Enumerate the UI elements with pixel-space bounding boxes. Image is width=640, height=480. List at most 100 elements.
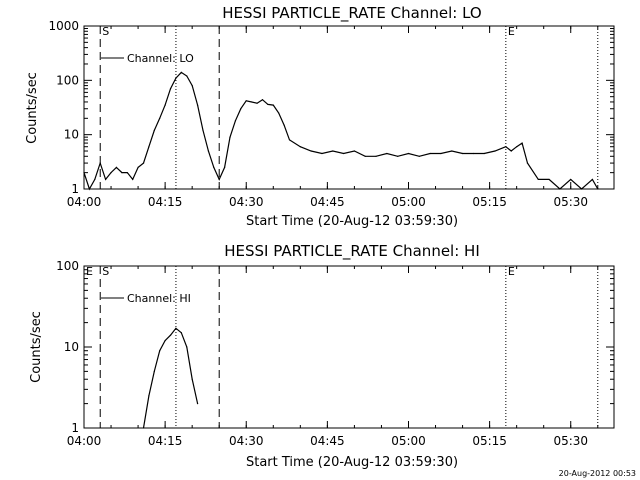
hi-y-tick-label: 100 xyxy=(56,259,79,273)
lo-data-point xyxy=(164,104,166,106)
lo-data-point xyxy=(148,146,150,148)
lo-data-point xyxy=(94,178,96,181)
lo-data-point xyxy=(132,178,134,181)
lo-marker-label: E xyxy=(508,25,515,38)
lo-data-point xyxy=(418,155,420,157)
lo-data-point xyxy=(397,155,399,157)
lo-y-axis-label: Counts/sec xyxy=(25,72,40,144)
hi-legend-label: Channel: HI xyxy=(127,292,191,305)
lo-data-point xyxy=(175,77,177,79)
lo-data-point xyxy=(353,150,356,152)
lo-data-point xyxy=(153,129,155,131)
hi-channel-panel: HESSI PARTICLE_RATE Channel: HI Start Ti… xyxy=(29,242,615,470)
hi-x-tick-label: 04:45 xyxy=(310,434,345,448)
lo-data-point xyxy=(191,84,193,87)
lo-data-point xyxy=(245,100,247,102)
lo-y-tick-label: 100 xyxy=(56,73,79,87)
hi-data-point xyxy=(186,346,188,348)
lo-data-point xyxy=(229,136,231,138)
lo-data-point xyxy=(288,139,291,141)
lo-data-point xyxy=(548,178,550,181)
hi-x-tick-label: 04:15 xyxy=(148,434,183,448)
hi-marker-label: E xyxy=(86,265,93,278)
hi-data-point xyxy=(180,332,182,334)
lo-data-point xyxy=(375,155,377,157)
hi-chart-title: HESSI PARTICLE_RATE Channel: HI xyxy=(224,242,480,261)
lo-data-point xyxy=(88,188,91,190)
lo-data-point xyxy=(99,162,101,164)
lo-x-tick-label: 04:45 xyxy=(310,195,345,209)
lo-data-point xyxy=(440,152,442,155)
lo-data-point xyxy=(283,124,285,126)
lo-x-tick-label: 04:15 xyxy=(148,195,183,209)
lo-data-point xyxy=(483,152,485,155)
lo-data-point xyxy=(251,101,253,103)
hi-x-axis-label: Start Time (20-Aug-12 03:59:30) xyxy=(246,455,458,470)
lo-data-point xyxy=(267,103,269,106)
lo-data-point xyxy=(261,99,264,101)
lo-y-tick-label: 10 xyxy=(64,128,79,142)
lo-legend-label: Channel: LO xyxy=(127,52,194,65)
lo-data-point xyxy=(494,150,496,152)
lo-x-tick-label: 05:30 xyxy=(553,195,588,209)
lo-y-tick-label: 1 xyxy=(71,182,79,196)
lo-data-point xyxy=(429,152,431,155)
lo-data-point xyxy=(516,146,518,148)
lo-data-point xyxy=(299,146,301,148)
lo-data-point xyxy=(224,166,226,168)
hi-y-axis-label: Counts/sec xyxy=(29,311,44,383)
hi-data-point xyxy=(169,334,172,336)
lo-data-point xyxy=(559,188,561,190)
lo-data-point xyxy=(180,71,182,73)
lo-data-point xyxy=(310,150,312,152)
lo-data-point xyxy=(332,150,334,152)
lo-data-point xyxy=(169,88,172,90)
lo-data-point xyxy=(121,172,123,174)
hi-y-tick-label: 10 xyxy=(64,340,79,354)
lo-data-point xyxy=(278,112,280,114)
lo-data-point xyxy=(115,166,118,168)
lo-data-point xyxy=(240,108,242,110)
hi-data-point xyxy=(148,395,150,397)
lo-x-tick-label: 04:30 xyxy=(229,195,264,209)
hi-data-point xyxy=(142,427,145,429)
lo-data-point xyxy=(537,178,539,181)
lo-series-line xyxy=(83,71,599,191)
lo-y-tick-label: 1000 xyxy=(48,19,79,33)
hi-x-tick-label: 05:00 xyxy=(391,434,426,448)
lo-x-tick-label: 05:15 xyxy=(472,195,507,209)
hi-marker-label: S xyxy=(102,265,109,278)
hi-x-tick-label: 05:30 xyxy=(553,434,588,448)
lo-data-point xyxy=(407,152,410,155)
lo-data-point xyxy=(213,166,215,168)
lo-data-point xyxy=(505,146,507,148)
lo-x-tick-label: 04:00 xyxy=(67,195,102,209)
lo-data-point xyxy=(597,188,599,190)
lo-data-point xyxy=(105,178,107,181)
hi-data-point xyxy=(175,327,177,329)
lo-data-point xyxy=(159,117,161,119)
lo-data-point xyxy=(186,75,188,77)
lo-data-point xyxy=(196,104,199,106)
hi-data-point xyxy=(196,403,199,405)
lo-data-point xyxy=(591,178,593,181)
lo-data-point xyxy=(386,152,388,155)
lo-data-point xyxy=(364,155,366,157)
hi-data-point xyxy=(164,339,166,342)
plot-timestamp: 20-Aug-2012 00:53 xyxy=(559,469,636,478)
lo-data-point xyxy=(202,129,204,131)
lo-data-point xyxy=(321,152,323,155)
hi-y-tick-label: 1 xyxy=(71,421,79,435)
lo-data-point xyxy=(142,162,145,164)
lo-data-point xyxy=(110,172,112,174)
lo-x-tick-label: 05:00 xyxy=(391,195,426,209)
lo-data-point xyxy=(570,178,572,181)
lo-data-point xyxy=(234,120,237,122)
hi-marker-label: E xyxy=(508,265,515,278)
lo-data-point xyxy=(126,172,128,174)
hi-data-point xyxy=(159,350,161,352)
lo-data-point xyxy=(461,152,464,155)
hi-x-tick-label: 05:15 xyxy=(472,434,507,448)
